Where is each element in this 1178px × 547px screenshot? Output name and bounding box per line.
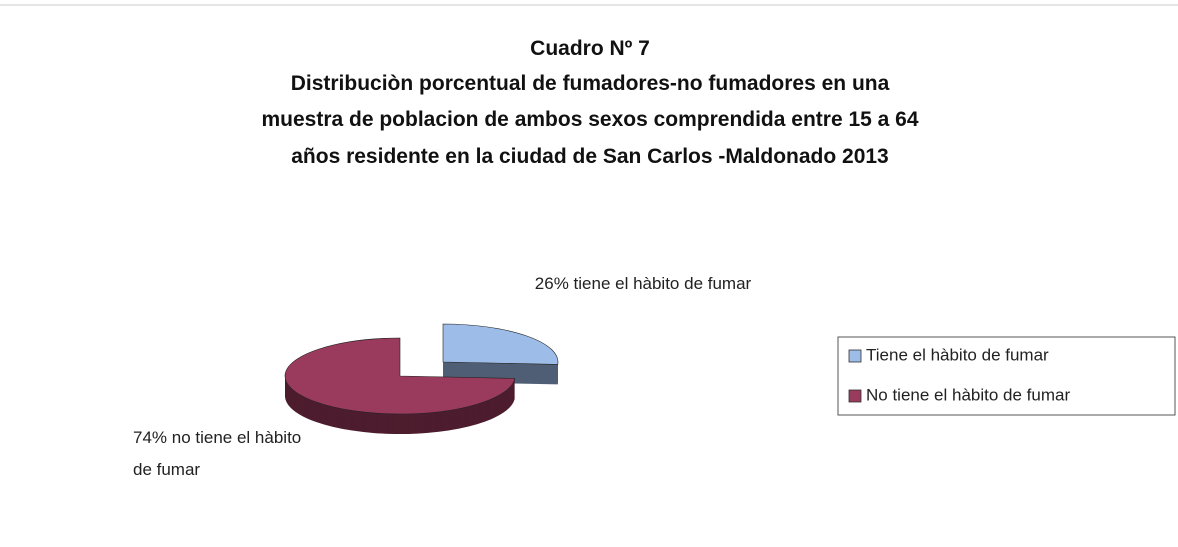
legend-label: No tiene el hàbito de fumar [866,385,1070,404]
legend-swatch [848,349,862,363]
legend-swatch [848,389,862,403]
chart-subtitle: Distribuciòn porcentual de fumadores-no … [291,72,890,95]
chart-subtitle: años residente en la ciudad de San Carlo… [291,145,889,168]
chart-title: Cuadro Nº 7 [530,37,650,60]
chart-subtitle: muestra de poblacion de ambos sexos comp… [261,108,918,131]
pie-slice [442,323,559,365]
data-label: 74% no tiene el hàbito de fumar [133,428,302,479]
legend-label: Tiene el hàbito de fumar [866,345,1049,364]
pie-slice [284,337,516,415]
data-label: 26% tiene el hàbito de fumar [534,274,752,293]
legend-box [837,336,1176,416]
